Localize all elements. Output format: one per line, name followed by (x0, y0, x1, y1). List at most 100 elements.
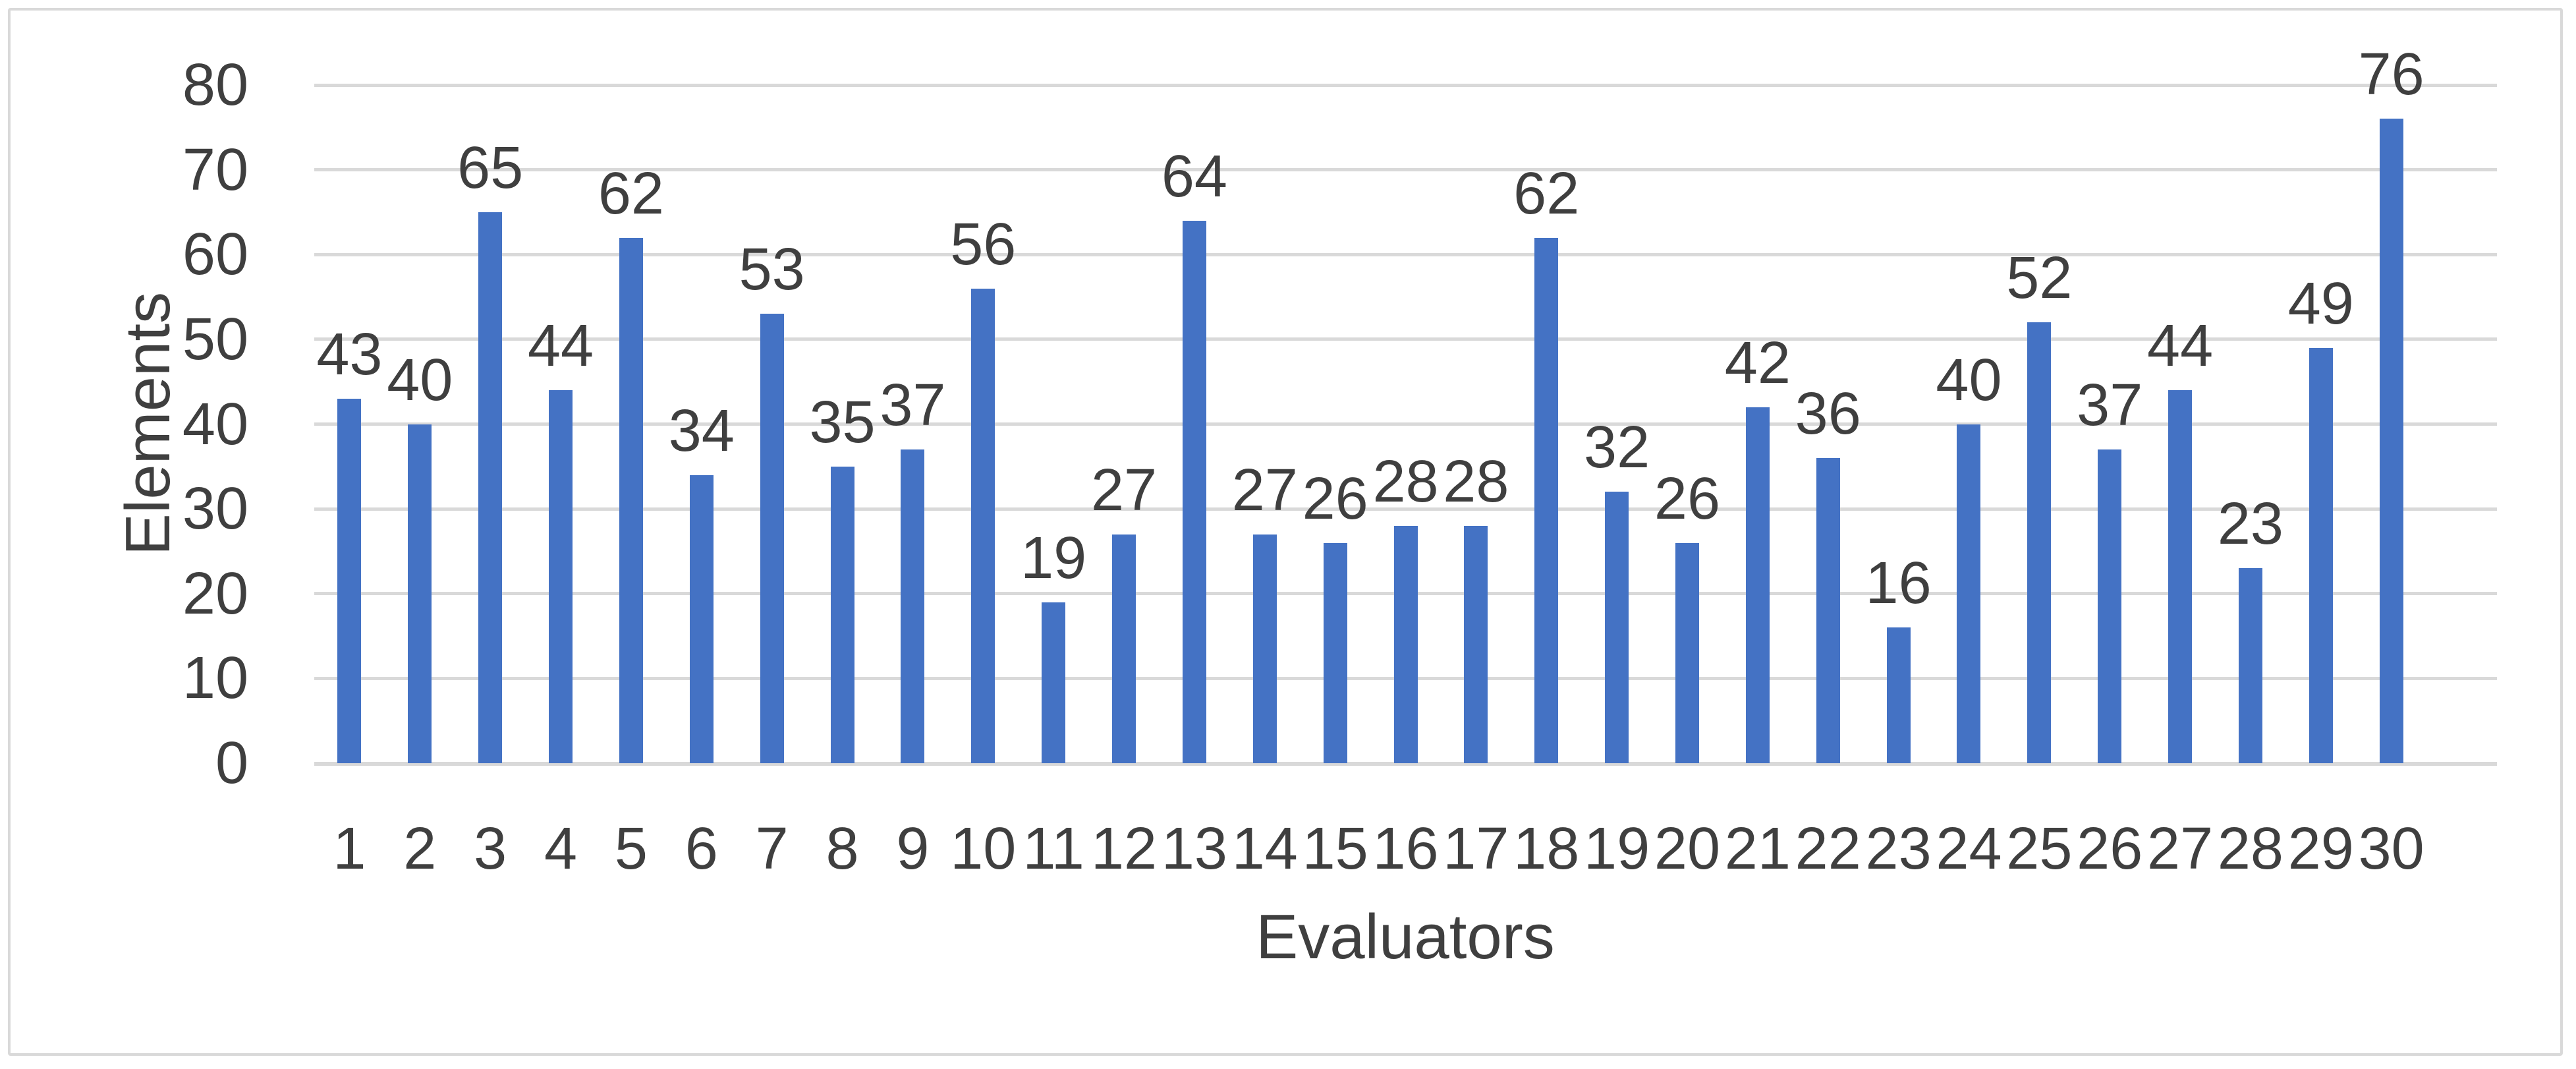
x-axis-tick-label: 20 (1654, 816, 1721, 882)
y-axis-tick-label: 30 (182, 476, 248, 542)
y-axis-tick-label: 20 (182, 560, 248, 627)
bar (830, 466, 854, 763)
bar (2168, 390, 2193, 763)
x-axis-tick-label: 4 (544, 816, 578, 882)
bar-data-label: 43 (316, 321, 383, 388)
bar-data-label: 32 (1584, 415, 1650, 481)
bar-data-label: 42 (1724, 330, 1791, 396)
bar-data-label: 27 (1231, 457, 1298, 523)
x-axis-tick-label: 19 (1584, 816, 1650, 882)
bar (1605, 492, 1629, 763)
gridline (314, 83, 2497, 87)
bar-data-label: 28 (1372, 448, 1439, 515)
bar-data-label: 76 (2358, 42, 2424, 108)
bar-data-label: 62 (1513, 160, 1580, 227)
bar-data-label: 62 (598, 160, 664, 227)
bar-data-label: 34 (668, 397, 735, 464)
plot-area: 43 40 65 44 62 34 53 35 37 56 19 27 64 27 26 28 28 62 32 26… (314, 45, 2497, 766)
x-axis-tick-label: 15 (1302, 816, 1368, 882)
bar (1393, 525, 1418, 763)
bar-data-label: 52 (2006, 245, 2073, 312)
bar (2379, 119, 2403, 763)
bar (760, 314, 784, 763)
bar (2238, 568, 2262, 763)
x-axis-tick-label: 5 (614, 816, 648, 882)
x-axis-tick-label: 23 (1865, 816, 1932, 882)
bar (1886, 627, 1911, 763)
bar-data-label: 28 (1443, 448, 1509, 515)
x-axis-tick-label: 16 (1372, 816, 1439, 882)
x-axis-tick-label: 17 (1443, 816, 1509, 882)
gridline (314, 252, 2497, 256)
bar-data-label: 49 (2287, 270, 2354, 337)
x-axis-tick-label: 26 (2077, 816, 2143, 882)
bar-data-label: 65 (457, 134, 524, 201)
x-axis-tick-label: 2 (403, 816, 437, 882)
gridline (314, 507, 2497, 511)
bar (1464, 525, 1488, 763)
bar (1112, 534, 1136, 763)
x-axis-tick-label: 18 (1513, 816, 1580, 882)
bar (1042, 602, 1066, 763)
x-axis-tick-label: 9 (896, 816, 930, 882)
bar-data-label: 26 (1302, 465, 1368, 532)
bar (689, 475, 714, 763)
y-axis-tick-label: 80 (182, 52, 248, 118)
x-axis-tick-label: 3 (474, 816, 507, 882)
bar (1957, 424, 1981, 763)
y-axis-tick-label: 10 (182, 645, 248, 712)
bar (1323, 542, 1347, 763)
y-axis-tick-label: 60 (182, 221, 248, 288)
x-axis-tick-label: 12 (1090, 816, 1158, 882)
bar (337, 398, 362, 763)
x-axis-tick-label: 10 (950, 816, 1017, 882)
bar-data-label: 27 (1090, 457, 1158, 523)
bar (408, 424, 432, 763)
bar (1534, 237, 1559, 763)
x-axis-tick-label: 13 (1161, 816, 1227, 882)
bar-data-label: 44 (527, 313, 594, 380)
bar (971, 288, 995, 763)
x-axis-tick-label: 6 (685, 816, 718, 882)
y-axis-tick-labels: 0 10 20 30 40 50 60 70 80 (0, 0, 248, 1069)
x-axis-tick-label: 21 (1724, 816, 1791, 882)
bar (1675, 542, 1699, 763)
bar (901, 449, 925, 763)
gridline (314, 761, 2497, 766)
bar-data-label: 37 (2077, 372, 2143, 439)
chart-frame (8, 8, 2563, 1056)
bar (2309, 347, 2333, 763)
bar-data-label: 36 (1795, 380, 1861, 447)
bar (1182, 220, 1206, 763)
gridline (314, 422, 2497, 426)
bar-data-label: 44 (2147, 313, 2214, 380)
bar (1252, 534, 1277, 763)
gridline (314, 337, 2497, 341)
bar-data-label: 19 (1021, 525, 1087, 591)
x-axis-tick-label: 1 (333, 816, 366, 882)
bar-data-label: 53 (739, 237, 805, 303)
y-axis-tick-label: 40 (182, 391, 248, 457)
x-axis-tick-label: 25 (2006, 816, 2073, 882)
bar (2098, 449, 2122, 763)
bar-data-label: 37 (880, 372, 946, 439)
x-axis-tick-label: 29 (2287, 816, 2354, 882)
x-axis-tick-label: 14 (1231, 816, 1298, 882)
bar-data-label: 23 (2217, 491, 2283, 558)
bar-data-label: 35 (809, 389, 876, 455)
x-axis-tick-label: 8 (826, 816, 859, 882)
x-axis-tick-label: 27 (2147, 816, 2214, 882)
gridline (314, 168, 2497, 172)
x-axis-tick-label: 22 (1795, 816, 1861, 882)
bar-data-label: 40 (1936, 347, 2002, 413)
y-axis-tick-label: 50 (182, 306, 248, 372)
bar (549, 390, 573, 763)
bar (478, 212, 503, 763)
y-axis-tick-label: 0 (215, 730, 248, 796)
y-axis-tick-label: 70 (182, 136, 248, 203)
bar (1816, 457, 1840, 763)
bar-data-label: 40 (387, 347, 453, 413)
bar-data-label: 26 (1654, 465, 1721, 532)
